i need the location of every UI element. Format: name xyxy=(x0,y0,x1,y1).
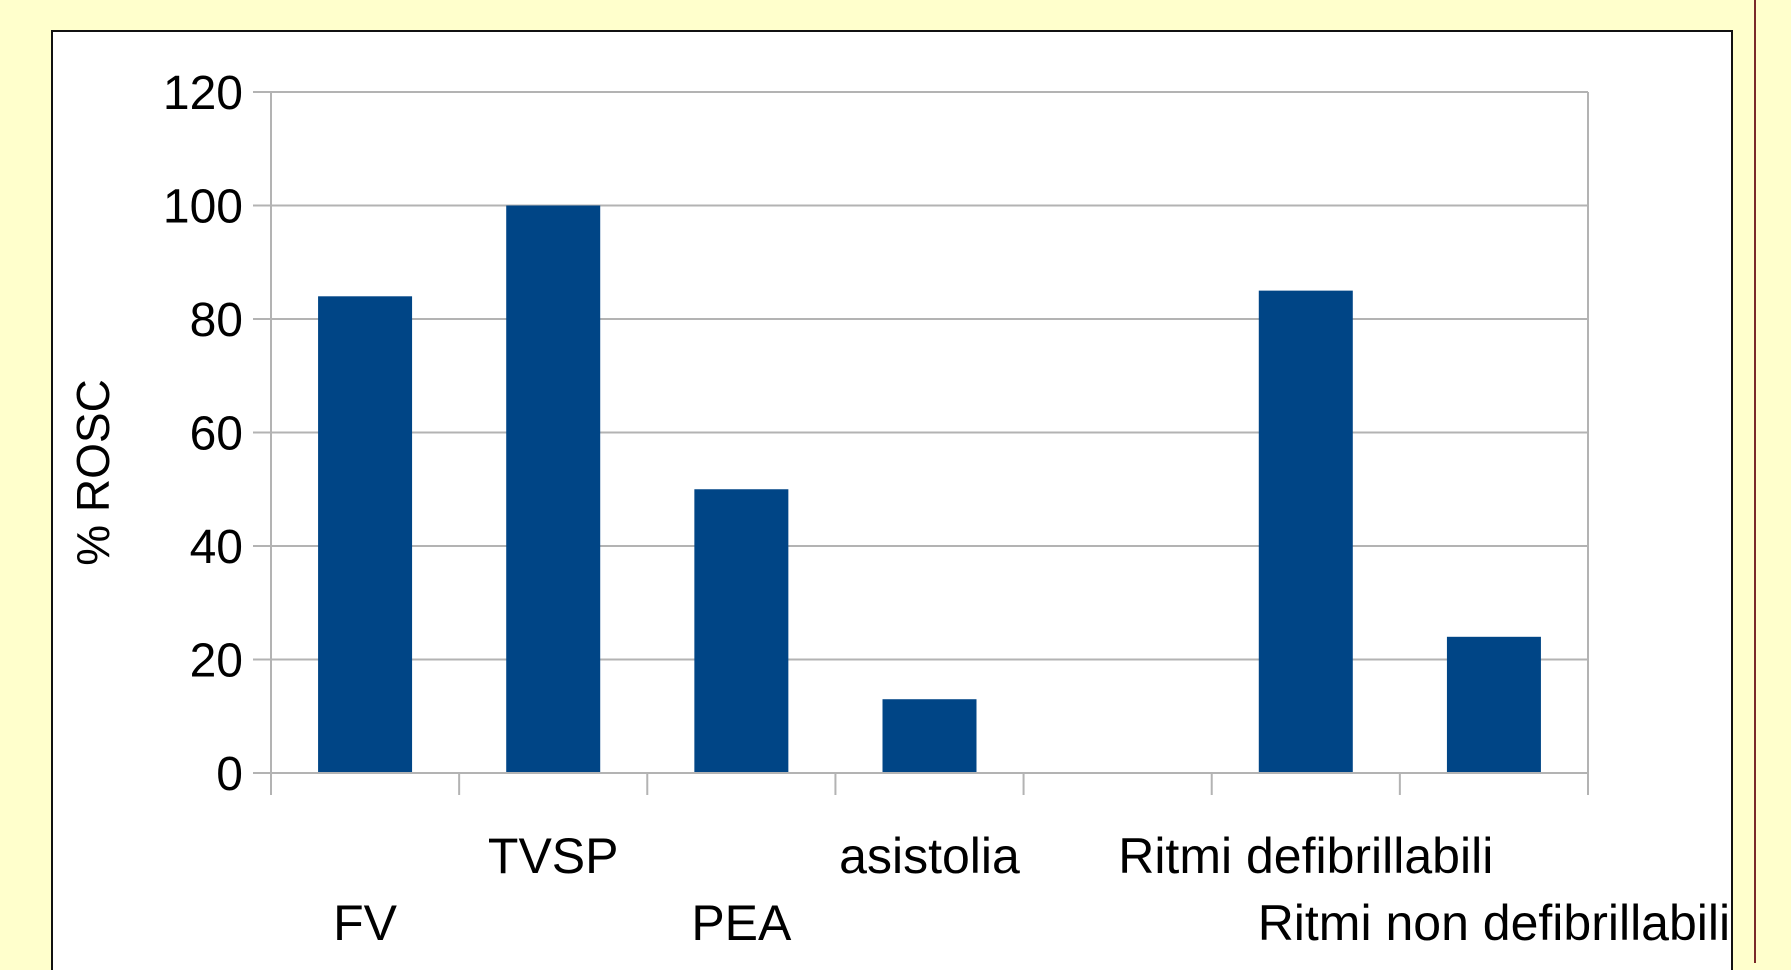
bar-asistolia xyxy=(882,699,977,773)
labels: 0 20 40 60 80 100 120 FV TVSP PEA asistolia Ritmi d… xyxy=(163,67,1730,951)
x-category-label: TVSP xyxy=(488,828,619,884)
right-border-line xyxy=(1754,0,1756,963)
bar-ritmi-defibrillabili xyxy=(1258,290,1353,773)
bar-ritmi-non-defibrillabili xyxy=(1446,636,1541,773)
bar-tvsp xyxy=(506,205,601,773)
bar-pea xyxy=(694,489,789,773)
bars xyxy=(318,205,1541,773)
axes xyxy=(253,91,1589,795)
y-tick-label: 0 xyxy=(216,748,243,801)
y-tick-label: 60 xyxy=(190,408,243,461)
y-tick-label: 20 xyxy=(190,635,243,688)
x-category-label: Ritmi defibrillabili xyxy=(1118,828,1493,884)
y-tick-label: 120 xyxy=(163,67,243,120)
gridlines xyxy=(271,91,1589,774)
y-axis-title: % ROSC xyxy=(67,379,119,566)
y-tick-label: 100 xyxy=(163,181,243,234)
chart-panel: 0 20 40 60 80 100 120 FV TVSP PEA asistolia Ritmi d… xyxy=(51,30,1733,970)
x-category-label: asistolia xyxy=(839,828,1020,884)
x-category-label: FV xyxy=(333,895,398,951)
x-category-label: Ritmi non defibrillabili xyxy=(1258,895,1730,951)
y-tick-label: 80 xyxy=(190,294,243,347)
x-category-label: PEA xyxy=(691,895,792,951)
bar-chart: 0 20 40 60 80 100 120 FV TVSP PEA asistolia Ritmi d… xyxy=(67,67,1730,951)
y-tick-label: 40 xyxy=(190,521,243,574)
bar-fv xyxy=(318,296,413,773)
